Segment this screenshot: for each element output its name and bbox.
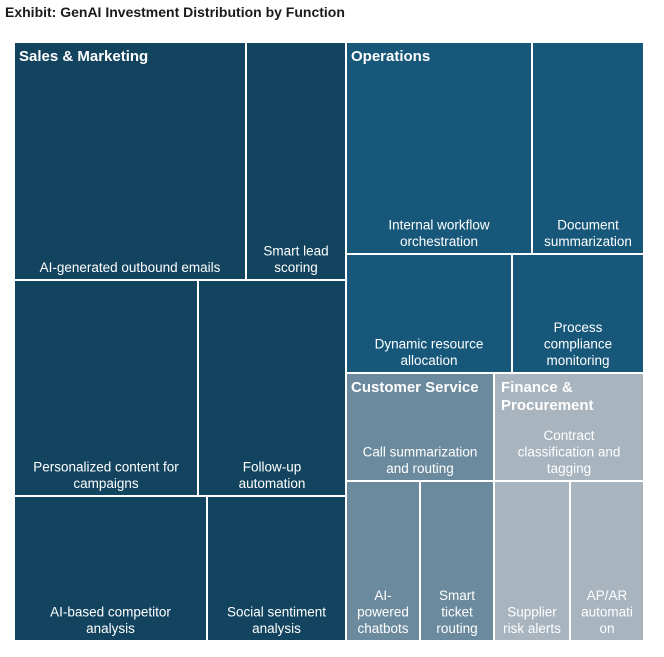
group-operations: Internal workflow orchestration Document su…: [345, 41, 645, 374]
group-label-sales-marketing: Sales & Marketing: [19, 48, 148, 65]
tile-label-follow-up-automation: Follow-up automation: [239, 460, 306, 492]
tile-label-supplier-risk-alerts: Supplier risk alerts: [503, 605, 561, 637]
tile-follow-up-automation: [197, 279, 347, 497]
tile-document-summarization: [531, 41, 645, 255]
tile-label-contract-classification-and-tagging: Contract classification and tagging: [518, 428, 621, 476]
tile-label-ai-based-competitor-analysis: AI-based competitor analysis: [50, 605, 171, 637]
tile-label-personalized-content-for-campaigns: Personalized content for campaigns: [33, 460, 179, 492]
tile-label-social-sentiment-analysis: Social sentiment analysis: [227, 605, 326, 637]
group-label-finance-procurement: Finance & Procurement: [501, 379, 594, 414]
tile-label-internal-workflow-orchestration: Internal workflow orchestration: [388, 218, 490, 250]
tile-ai-generated-outbound-emails: [13, 41, 247, 281]
tile-label-ai-powered-chatbots: AI-powered chatbots: [357, 588, 409, 636]
tile-label-call-summarization-and-routing: Call summarization and routing: [363, 445, 478, 477]
tile-label-dynamic-resource-allocation: Dynamic resource allocation: [375, 337, 484, 369]
tile-internal-workflow-orchestration: [345, 41, 533, 255]
tile-ai-based-competitor-analysis: [13, 495, 208, 642]
tile-label-smart-lead-scoring: Smart lead scoring: [263, 244, 328, 276]
group-sales-marketing: AI-generated outbound emails Smart lead sc…: [13, 41, 347, 642]
tile-label-document-summarization: Document summarization: [544, 218, 632, 250]
tile-label-process-compliance-monitoring: Process compliance monitoring: [544, 320, 612, 368]
group-label-customer-service: Customer Service: [351, 379, 479, 396]
tile-process-compliance-monitoring: [511, 253, 645, 374]
tile-supplier-risk-alerts: [493, 480, 571, 642]
group-customer-service: Call summarization and routing AI-powered c…: [345, 372, 495, 642]
tile-label-ai-generated-outbound-emails: AI-generated outbound emails: [40, 260, 221, 275]
tile-label-smart-ticket-routing: Smart ticket routing: [436, 588, 477, 636]
chart-title: Exhibit: GenAI Investment Distribution b…: [5, 4, 345, 20]
tile-dynamic-resource-allocation: [345, 253, 513, 374]
tile-social-sentiment-analysis: [206, 495, 347, 642]
tile-contract-classification-and-tagging: [493, 372, 645, 482]
group-label-operations: Operations: [351, 48, 430, 65]
tile-ap-ar-automation: [569, 480, 645, 642]
group-finance-procurement: Contract classification and tagging Supplie…: [493, 372, 645, 642]
tile-label-ap-ar-automation: AP/AR automati on: [581, 588, 633, 636]
tile-ai-powered-chatbots: [345, 480, 421, 642]
tile-smart-ticket-routing: [419, 480, 495, 642]
tile-call-summarization-and-routing: [345, 372, 495, 482]
